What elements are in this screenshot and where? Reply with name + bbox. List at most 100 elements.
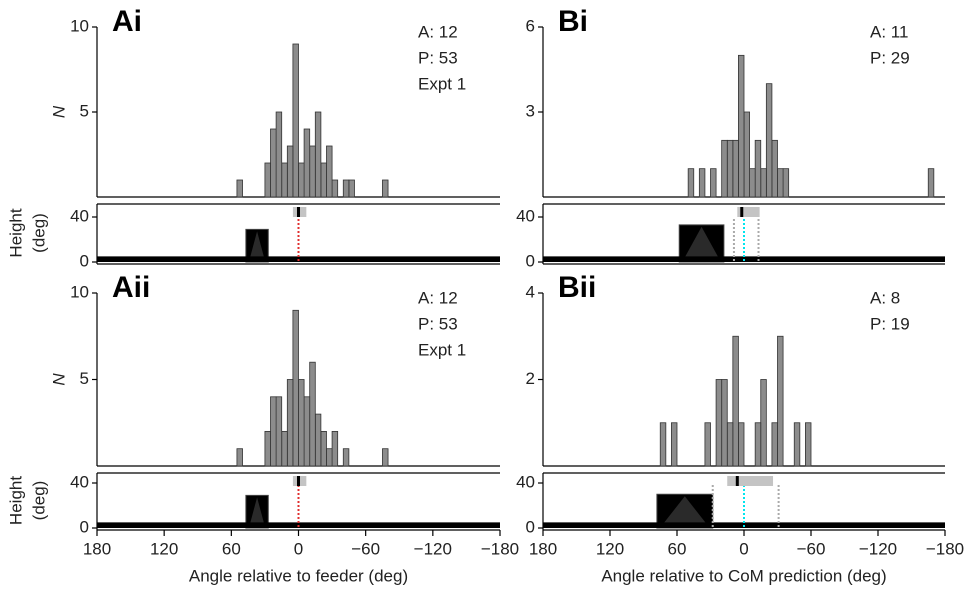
landmark-shading	[248, 497, 266, 528]
bar	[704, 422, 711, 467]
y-axis-label: N	[49, 373, 68, 386]
bar	[726, 422, 734, 467]
bar	[326, 145, 333, 198]
x-axis-label: Angle relative to CoM prediction (deg)	[601, 566, 886, 585]
strip-y-tick-label: 0	[80, 517, 89, 536]
strip-y-tick-label: 40	[70, 206, 89, 225]
bar	[314, 413, 322, 467]
strip-y-tick-label: 40	[516, 472, 535, 491]
bar	[927, 168, 935, 198]
x-tick-label: −60	[797, 539, 826, 558]
annotation: A: 8	[870, 288, 900, 307]
bar	[754, 139, 762, 198]
x-tick-label: 60	[222, 539, 241, 558]
x-tick-label: 120	[596, 539, 624, 558]
y-axis-label: N	[49, 105, 68, 118]
bar	[671, 422, 678, 467]
bar	[732, 335, 739, 467]
x-tick-label: −180	[926, 539, 964, 558]
annotation: Expt 1	[418, 74, 466, 93]
summary-range	[737, 207, 760, 217]
x-tick-label: 0	[739, 539, 748, 558]
y-tick-label: 2	[526, 369, 535, 388]
bar	[303, 396, 311, 467]
annotation: A: 11	[870, 22, 908, 41]
y-tick-label: 10	[70, 282, 89, 301]
bar	[382, 179, 389, 198]
landmark-shading	[659, 496, 710, 528]
bar	[292, 309, 299, 467]
x-tick-label: −120	[859, 539, 897, 558]
annotation: P: 53	[418, 48, 458, 67]
bar	[320, 162, 327, 198]
bar	[771, 422, 778, 467]
bar	[264, 162, 271, 198]
bar	[264, 430, 271, 467]
annotation: P: 19	[870, 314, 910, 333]
y-tick-label: 6	[526, 16, 535, 35]
landmark-shading	[248, 231, 266, 262]
bar	[749, 168, 756, 198]
bar	[726, 139, 734, 198]
strip-y-axis-label: (deg)	[29, 213, 48, 253]
summary-range	[727, 476, 774, 486]
y-tick-label: 3	[526, 101, 535, 120]
annotation: A: 12	[418, 288, 458, 307]
bar	[326, 448, 333, 467]
y-tick-label: 10	[70, 16, 89, 35]
panel-label: Bi	[558, 5, 588, 38]
bar	[760, 168, 767, 198]
annotation: A: 12	[418, 22, 458, 41]
strip-y-axis-label: Height	[6, 208, 25, 257]
bar	[298, 379, 305, 467]
bar	[721, 379, 728, 467]
bar	[292, 43, 299, 198]
bar	[286, 145, 294, 198]
y-tick-label: 5	[80, 369, 89, 388]
panel-label: Bii	[558, 271, 596, 304]
y-tick-label: 4	[526, 282, 535, 301]
bar	[303, 128, 311, 198]
bar	[342, 448, 350, 467]
y-tick-label: 5	[80, 101, 89, 120]
summary-mean	[735, 476, 739, 486]
strip-y-tick-label: 0	[526, 517, 535, 536]
bar	[715, 379, 723, 467]
annotation: P: 29	[870, 48, 910, 67]
bar	[765, 83, 773, 198]
bar	[793, 422, 801, 467]
panel-label: Ai	[112, 5, 142, 38]
bar	[738, 422, 745, 467]
bar	[320, 430, 327, 467]
bar	[331, 179, 339, 198]
strip-y-tick-label: 40	[516, 206, 535, 225]
x-tick-label: 180	[529, 539, 557, 558]
annotation: P: 53	[418, 314, 458, 333]
bar	[777, 168, 784, 198]
strip-y-tick-label: 40	[70, 472, 89, 491]
bar	[760, 379, 767, 467]
bar	[659, 422, 667, 467]
bar	[698, 168, 706, 198]
bar	[710, 168, 717, 198]
x-axis-label: Angle relative to feeder (deg)	[189, 566, 408, 585]
bar	[270, 396, 277, 467]
bar	[771, 139, 778, 198]
bar	[331, 430, 339, 467]
strip-y-axis-label: (deg)	[29, 481, 48, 521]
bar	[314, 111, 322, 198]
bar	[342, 179, 350, 198]
landmark-shading	[682, 226, 721, 262]
strip-y-tick-label: 0	[526, 251, 535, 270]
bar	[777, 335, 784, 467]
x-tick-label: 120	[150, 539, 178, 558]
bar	[382, 448, 389, 467]
bar	[309, 361, 316, 467]
strip-y-tick-label: 0	[80, 251, 89, 270]
bar	[732, 139, 739, 198]
x-tick-label: −60	[351, 539, 380, 558]
x-tick-label: 180	[83, 539, 111, 558]
x-tick-label: 0	[294, 539, 303, 558]
bar	[281, 430, 288, 467]
